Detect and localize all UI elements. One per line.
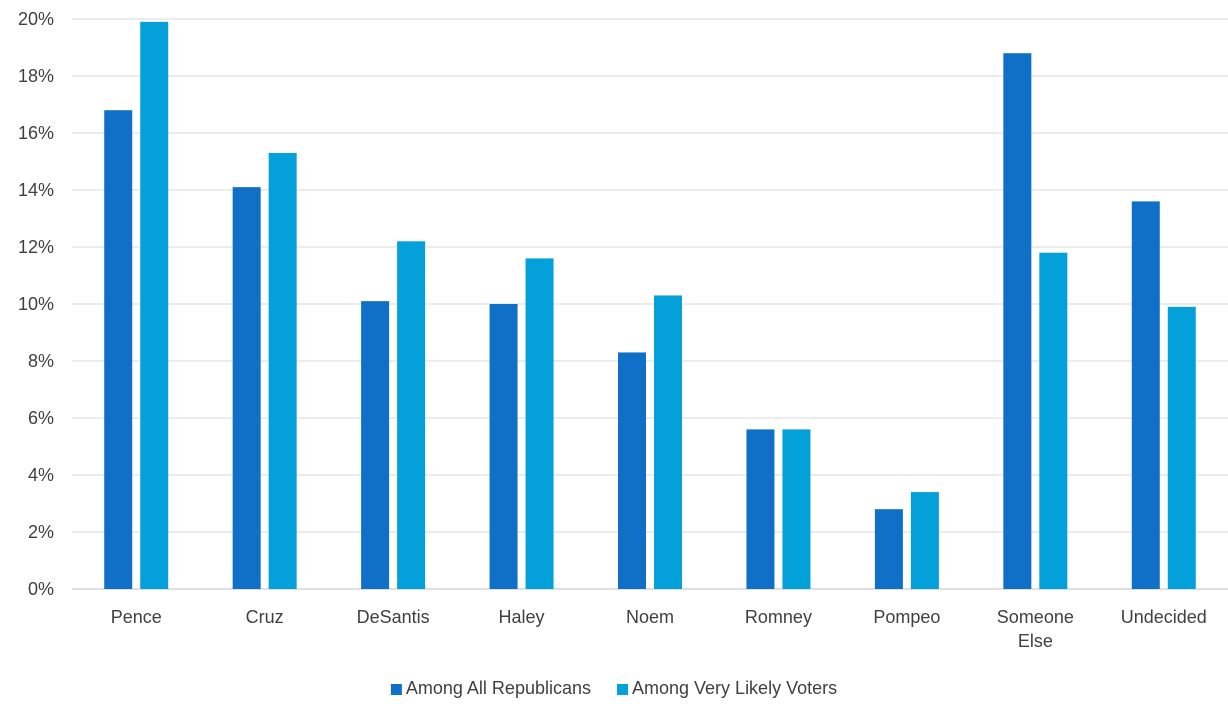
bar-all-republicans	[232, 187, 261, 589]
bars	[104, 21, 1196, 590]
bar-all-republicans	[874, 509, 903, 589]
x-category-label: Pence	[111, 607, 162, 627]
x-category-label: Pompeo	[873, 607, 940, 627]
bar-very-likely-voters	[782, 429, 811, 589]
legend-label: Among Very Likely Voters	[632, 678, 837, 698]
x-axis-categories: Pence Cruz DeSantis Haley Noem Romney Pompeo So…	[111, 607, 1207, 651]
x-category-label: Undecided	[1121, 607, 1207, 627]
y-tick-label: 2%	[28, 522, 54, 542]
bar-very-likely-voters	[268, 152, 297, 589]
y-axis-ticks: 0% 2% 4% 6% 8% 10% 12% 14% 16% 18% 20%	[18, 9, 54, 599]
x-category-label: Noem	[626, 607, 674, 627]
gridlines	[72, 18, 1228, 590]
legend-swatch	[390, 684, 402, 695]
bar-very-likely-voters	[1039, 252, 1068, 589]
y-tick-label: 20%	[18, 9, 54, 29]
bar-very-likely-voters	[910, 492, 939, 589]
x-category-label: Haley	[499, 607, 545, 627]
legend-swatch	[617, 684, 628, 695]
y-tick-label: 14%	[18, 180, 54, 200]
x-category-label: Someone Else	[997, 607, 1074, 651]
bar-very-likely-voters	[525, 258, 554, 589]
y-tick-label: 8%	[28, 351, 54, 371]
y-tick-label: 4%	[28, 465, 54, 485]
y-tick-label: 6%	[28, 408, 54, 428]
y-tick-label: 0%	[28, 579, 54, 599]
bar-all-republicans	[746, 429, 775, 589]
legend-label: Among All Republicans	[406, 678, 591, 698]
bar-very-likely-voters	[654, 295, 682, 589]
x-category-label: DeSantis	[357, 607, 430, 627]
bar-very-likely-voters	[1167, 306, 1196, 589]
legend: Among All Republicans Among Very Likely V…	[390, 678, 837, 698]
x-category-label: Romney	[745, 607, 812, 627]
bar-very-likely-voters	[397, 241, 426, 590]
bar-very-likely-voters	[140, 21, 169, 590]
x-category-label: Cruz	[246, 607, 284, 627]
y-tick-label: 10%	[18, 294, 54, 314]
bar-all-republicans	[361, 301, 390, 589]
bar-all-republicans	[1131, 201, 1160, 589]
y-tick-label: 16%	[18, 123, 54, 143]
y-tick-label: 12%	[18, 237, 54, 257]
y-tick-label: 18%	[18, 66, 54, 86]
bar-all-republicans	[618, 352, 646, 589]
bar-all-republicans	[489, 304, 518, 589]
bar-all-republicans	[104, 110, 133, 589]
bar-all-republicans	[1003, 53, 1032, 589]
